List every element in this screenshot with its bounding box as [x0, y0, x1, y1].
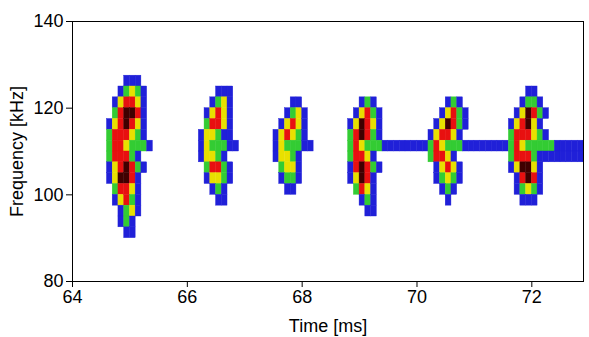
svg-text:80: 80 — [43, 271, 63, 291]
svg-text:64: 64 — [62, 287, 82, 307]
svg-text:140: 140 — [33, 11, 63, 31]
svg-text:68: 68 — [292, 287, 312, 307]
svg-text:Frequency [kHz]: Frequency [kHz] — [7, 86, 27, 217]
svg-text:100: 100 — [33, 185, 63, 205]
svg-text:70: 70 — [407, 287, 427, 307]
svg-text:66: 66 — [177, 287, 197, 307]
svg-text:Time [ms]: Time [ms] — [289, 316, 367, 336]
svg-text:120: 120 — [33, 98, 63, 118]
svg-text:72: 72 — [522, 287, 542, 307]
